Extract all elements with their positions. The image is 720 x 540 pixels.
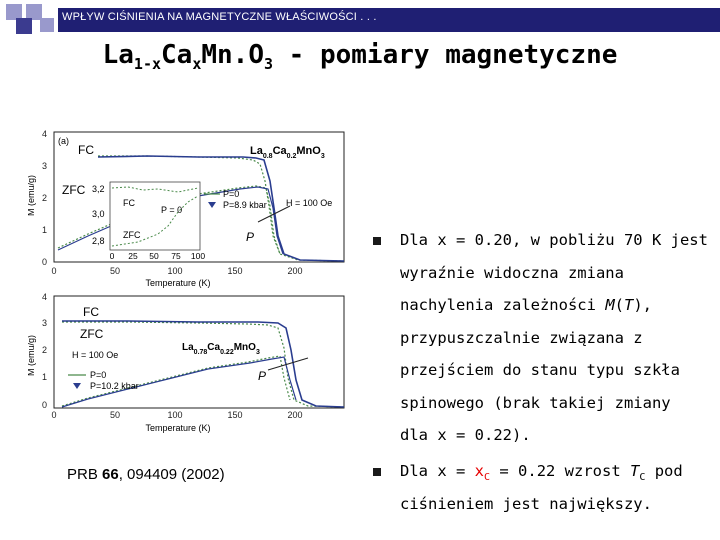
bullet-2-line: Dla x = xC = 0.22 wzrost TC pod [400,462,683,484]
y-tick: 2 [42,193,47,203]
legend-marker-p102 [73,383,81,389]
field-label: H = 100 Oe [286,198,332,208]
pressure-label: P [246,230,254,244]
x-tick: 100 [167,266,182,276]
decor-square [6,4,22,20]
bullet-2-line: ciśnieniem jest największy. [400,495,652,513]
inset-x-tick: 100 [191,251,205,261]
zfc-label: ZFC [62,183,86,197]
y-tick: 4 [42,292,47,302]
inset-zfc-label: ZFC [123,230,141,240]
y-tick: 4 [42,129,47,139]
zfc-curve-p89 [57,186,284,255]
inset-zfc-curve [111,195,199,247]
bullet-1-line: wyraźnie widoczna zmiana [400,264,624,282]
bullet-marker [373,468,381,476]
y-axis-ticks: 0 1 2 3 4 [42,292,47,410]
bullet-1-line: Dla x = 0.20, w pobliżu 70 K jest [400,231,708,249]
y-tick: 3 [42,161,47,171]
zfc-label: ZFC [80,327,104,341]
inset-x-tick: 75 [171,251,181,261]
x-tick: 200 [287,266,302,276]
inset-x-tick: 25 [128,251,138,261]
header-text: WPŁYW CIŚNIENIA NA MAGNETYCZNE WŁAŚCIWOŚ… [62,11,377,23]
legend-item-p89: P=8.9 kbar [223,200,267,210]
x-tick: 150 [227,266,242,276]
zfc-curve-p102 [61,356,297,408]
bullet-1-line: nachylenia zależności M(T), [400,296,653,314]
legend-marker-p89 [208,202,216,208]
x-axis-ticks: 0 50 100 150 200 [51,266,302,276]
inset-p-label: P = 0 [161,205,182,215]
y-axis-ticks: 0 1 2 3 4 [42,129,47,267]
pressure-arrow [257,205,291,223]
decor-square [16,18,32,34]
bullet-1-line: przejściem do stanu typu szkła [400,361,680,379]
fc-curve-p0 [98,155,345,262]
compound-label: La0.78Ca0.22MnO3 [182,342,260,356]
fc-label: FC [78,143,94,157]
legend-item-p0: P=0 [223,189,239,199]
pressure-arrow [267,357,309,371]
inset-fc-curve [111,186,199,193]
y-tick: 3 [42,318,47,328]
x-tick: 100 [167,410,182,420]
y-axis-label: M (emu/g) [28,175,36,216]
inset-box [109,181,201,251]
fc-curve-p89 [97,155,345,262]
chart-bottom: 0 1 2 3 4 0 50 100 150 200 Temperature (… [28,292,345,433]
pressure-label: P [258,369,266,383]
inset-y-tick: 2,8 [92,236,105,246]
y-tick: 1 [42,372,47,382]
decor-square [26,4,42,20]
bullet-1-line: przypuszczalnie związana z [400,329,643,347]
header-bar [58,8,720,32]
x-axis-ticks: 0 50 100 150 200 [51,410,302,420]
panel-label: (a) [58,136,69,146]
fc-label: FC [83,305,99,319]
inset-x-tick: 0 [110,251,115,261]
y-tick: 1 [42,225,47,235]
bullet-marker [373,237,381,245]
y-tick: 2 [42,345,47,355]
inset-x-tick: 50 [149,251,159,261]
x-tick: 200 [287,410,302,420]
x-tick: 50 [110,266,120,276]
slide-title: La1-xCaxMn.O3 - pomiary magnetyczne [102,40,618,74]
x-tick: 50 [110,410,120,420]
y-axis-label: M (emu/g) [28,335,36,376]
fc-curve-p102 [62,320,345,408]
x-tick: 0 [51,410,56,420]
inset-x-ticks: 0 25 50 75 100 [110,251,206,261]
y-tick: 0 [42,257,47,267]
decor-square [40,18,54,32]
x-axis-label: Temperature (K) [145,423,210,433]
compound-label: La0.8Ca0.2MnO3 [250,145,325,160]
legend-item-p0: P=0 [90,370,106,380]
bullet-1-line: spinowego (brak takiej zmiany [400,394,671,412]
x-axis-label: Temperature (K) [145,278,210,288]
field-label: H = 100 Oe [72,350,118,360]
x-tick: 150 [227,410,242,420]
inset-y-tick: 3,0 [92,209,105,219]
bullet-1-line: dla x = 0.22). [400,426,531,444]
x-tick: 0 [51,266,56,276]
inset-y-tick: 3,2 [92,184,105,194]
chart-top: 0 1 2 3 4 0 50 100 150 200 Temperature (… [28,129,345,288]
y-tick: 0 [42,400,47,410]
fc-curve-p0 [62,321,345,408]
legend-item-p102: P=10.2 kbar [90,381,139,391]
reference-citation: PRB 66, 094409 (2002) [67,466,225,483]
inset-fc-label: FC [123,198,135,208]
